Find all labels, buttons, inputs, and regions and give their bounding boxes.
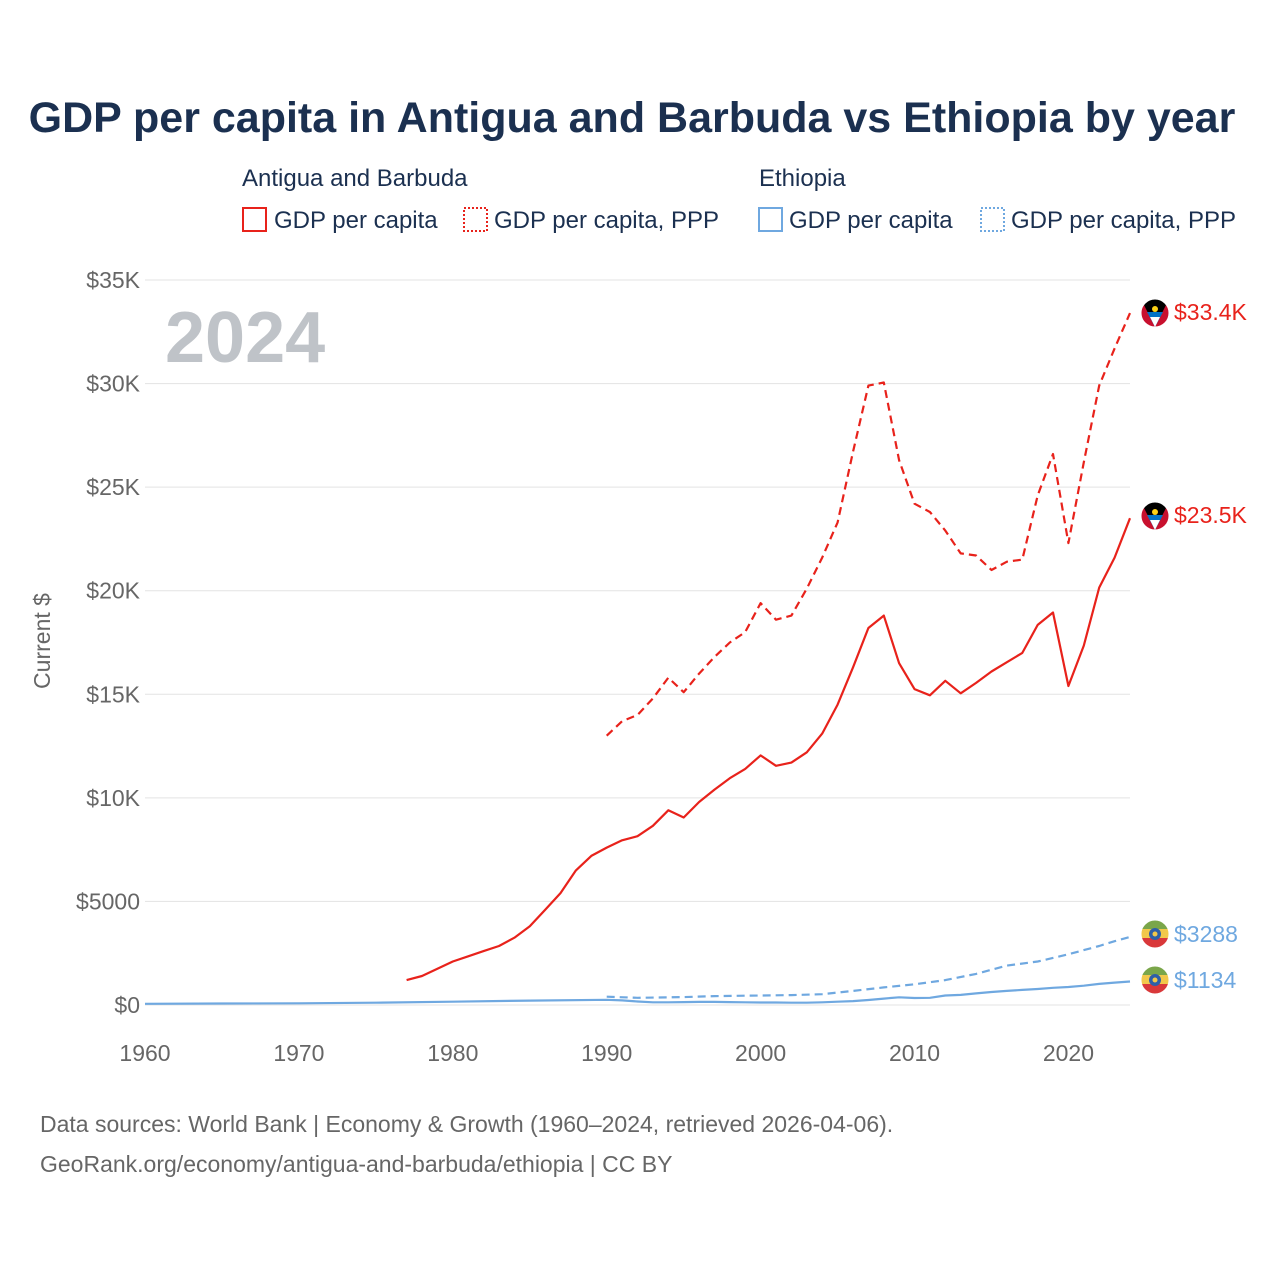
end-label-antigua-gdp: $23.5K — [1174, 502, 1248, 528]
y-tick-label: $0 — [114, 992, 140, 1018]
x-tick-label: 2000 — [735, 1040, 786, 1066]
legend-group-antigua: Antigua and Barbuda — [242, 165, 468, 192]
legend-group-ethiopia: Ethiopia — [759, 165, 846, 192]
series-line-antigua-gdp — [406, 517, 1132, 982]
y-tick-label: $35K — [86, 267, 140, 293]
x-tick-label: 2020 — [1043, 1040, 1094, 1066]
end-label-ethiopia-ppp: $3288 — [1174, 921, 1238, 947]
y-tick-label: $5000 — [76, 888, 140, 914]
x-tick-label: 1980 — [427, 1040, 478, 1066]
x-tick-label: 1960 — [119, 1040, 170, 1066]
antigua-flag-icon — [1140, 298, 1170, 328]
legend-label-ethiopia-ppp: GDP per capita, PPP — [1011, 207, 1236, 234]
y-tick-label: $15K — [86, 681, 140, 707]
x-tick-label: 2010 — [889, 1040, 940, 1066]
x-tick-label: 1990 — [581, 1040, 632, 1066]
chart-title: GDP per capita in Antigua and Barbuda vs… — [29, 94, 1236, 142]
end-label-ethiopia-gdp: $1134 — [1174, 967, 1236, 993]
legend-label-ethiopia-gdp: GDP per capita — [789, 207, 953, 234]
x-tick-label: 1970 — [273, 1040, 324, 1066]
series-line-ethiopia-ppp — [606, 935, 1131, 999]
year-label: 2024 — [165, 298, 325, 378]
legend-swatch-antigua-gdp — [242, 207, 267, 232]
legend-swatch-ethiopia-ppp — [980, 207, 1005, 232]
ethiopia-flag-icon — [1140, 965, 1170, 995]
y-tick-label: $10K — [86, 785, 140, 811]
antigua-flag-icon — [1140, 501, 1170, 531]
y-tick-label: $25K — [86, 474, 140, 500]
legend-label-antigua-ppp: GDP per capita, PPP — [494, 207, 719, 234]
y-axis-title: Current $ — [29, 593, 55, 689]
series-line-ethiopia-gdp — [144, 980, 1131, 1005]
x-axis: 1960 1970 1980 1990 2000 2010 2020 — [119, 1040, 1094, 1066]
end-label-antigua-ppp: $33.4K — [1174, 299, 1248, 325]
legend-swatch-ethiopia-gdp — [758, 207, 783, 232]
series-line-antigua-ppp — [605, 312, 1132, 737]
y-tick-label: $30K — [86, 371, 140, 397]
y-tick-label: $20K — [86, 578, 140, 604]
legend-swatch-antigua-ppp — [463, 207, 488, 232]
y-axis: $0 $5000 $10K $15K $20K $25K $30K $35K — [76, 267, 141, 1018]
series-lines — [144, 312, 1132, 1005]
gridlines — [145, 279, 1130, 1006]
ethiopia-flag-icon — [1140, 919, 1170, 949]
source-line-2: GeoRank.org/economy/antigua-and-barbuda/… — [40, 1151, 672, 1177]
legend: Antigua and Barbuda GDP per capita GDP p… — [242, 165, 1236, 234]
source-line-1: Data sources: World Bank | Economy & Gro… — [40, 1111, 893, 1137]
legend-label-antigua-gdp: GDP per capita — [274, 207, 438, 234]
